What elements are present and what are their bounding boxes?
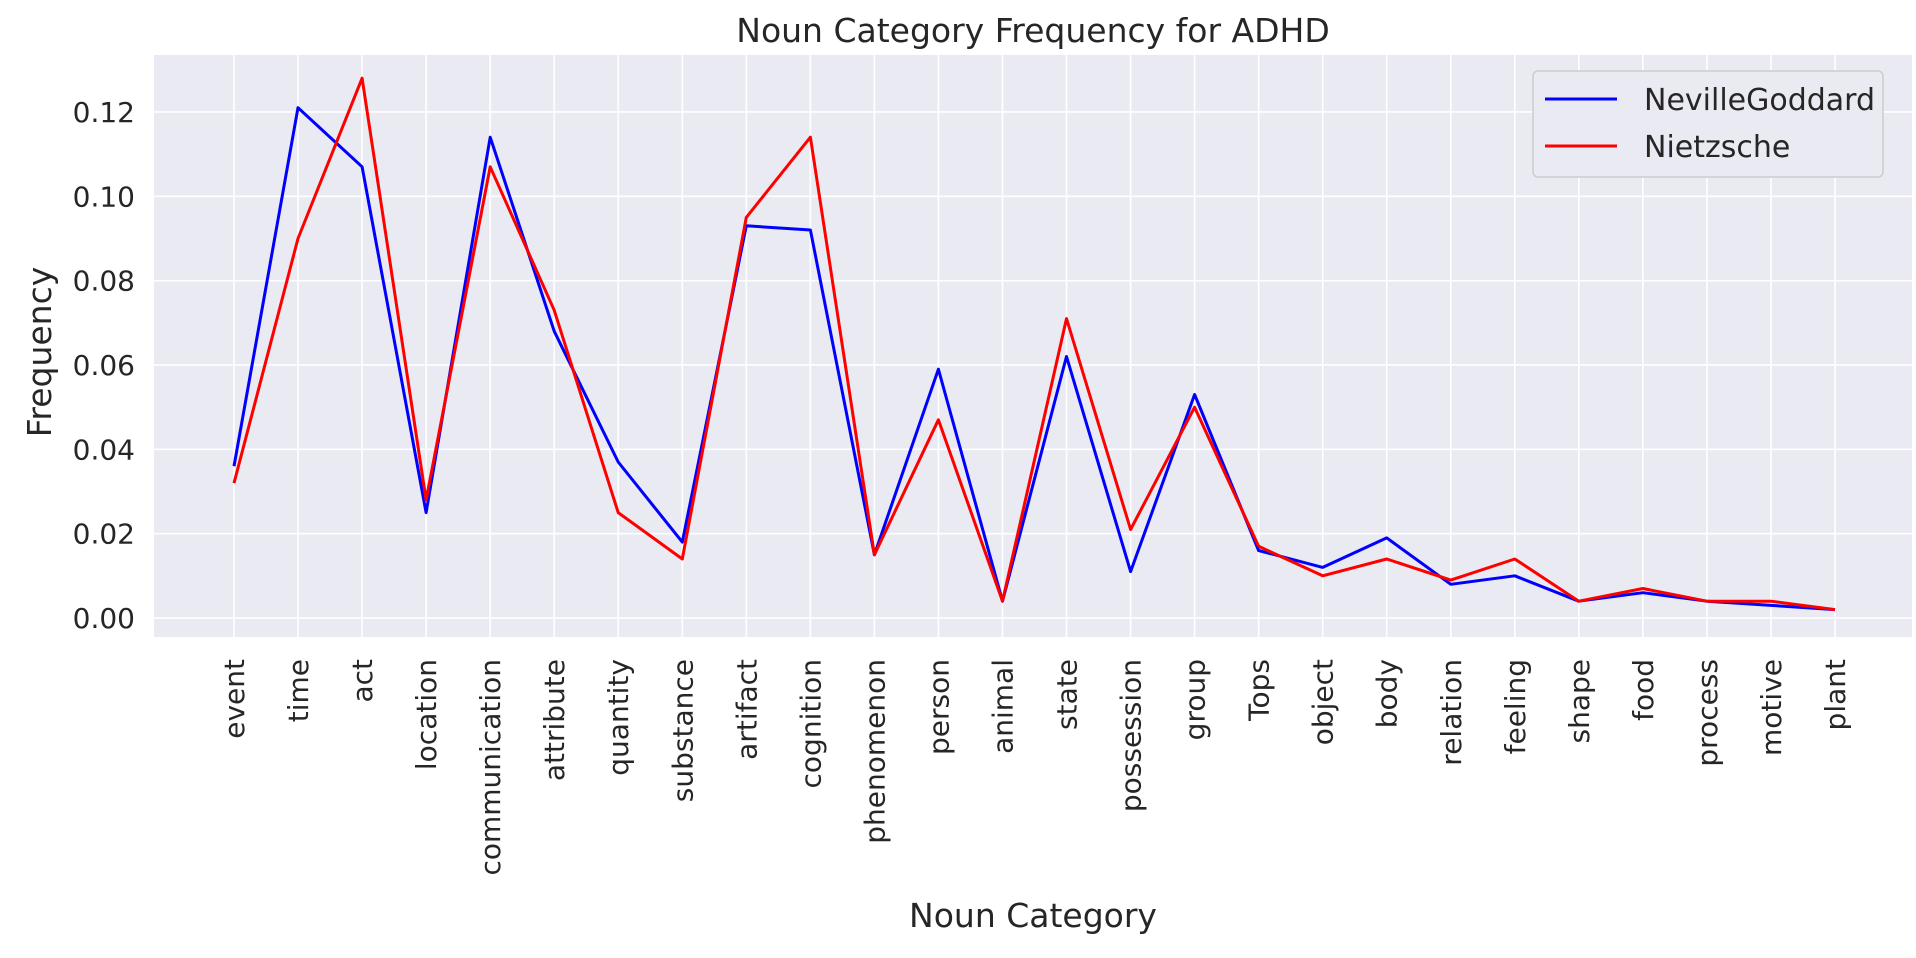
series-line-nevillegoddard: [232, 106, 1836, 612]
legend-label-nevillegoddard: NevilleGoddard: [1644, 83, 1875, 118]
x-tick-label: cognition: [794, 659, 827, 788]
y-tick-label: 0.06: [73, 349, 135, 382]
x-tick-label: relation: [1435, 659, 1468, 766]
series-line-nietzsche: [232, 76, 1836, 612]
y-tick-label: 0.08: [73, 265, 135, 298]
x-axis-label: Noun Category: [909, 896, 1157, 935]
x-tick-label: act: [346, 659, 379, 703]
x-tick-label: artifact: [730, 659, 763, 760]
x-tick-label: motive: [1755, 659, 1788, 756]
y-tick-label: 0.12: [73, 96, 135, 129]
x-tick-label: location: [410, 659, 443, 770]
x-tick-label: shape: [1563, 659, 1596, 744]
x-tick-label: phenomenon: [858, 659, 891, 844]
x-tick-label: person: [922, 659, 955, 755]
y-tick-label: 0.02: [73, 518, 135, 551]
x-tick-label: plant: [1819, 659, 1852, 730]
legend-box: [1532, 70, 1884, 178]
x-tick-label: event: [218, 659, 251, 739]
x-tick-label: time: [282, 659, 315, 722]
legend: NevilleGoddard Nietzsche: [1532, 70, 1884, 178]
x-tick-label: attribute: [538, 659, 571, 781]
x-tick-label: animal: [986, 659, 1019, 754]
x-tick-label: quantity: [602, 659, 635, 776]
x-tick-label: possession: [1115, 659, 1148, 812]
grid-lines: [154, 55, 1912, 637]
x-tick-label: food: [1627, 659, 1660, 721]
x-tick-label: Tops: [1243, 659, 1276, 722]
chart-title: Noun Category Frequency for ADHD: [736, 11, 1329, 50]
x-tick-label: group: [1179, 659, 1212, 740]
x-tick-label: communication: [474, 659, 507, 876]
y-tick-labels: 0.00 0.02 0.04 0.06 0.08 0.10 0.12: [73, 96, 135, 635]
x-tick-label: process: [1691, 659, 1724, 767]
y-tick-label: 0.00: [73, 602, 135, 635]
x-tick-label: state: [1051, 659, 1084, 730]
x-tick-label: body: [1371, 659, 1404, 728]
y-tick-label: 0.04: [73, 433, 135, 466]
x-tick-label: object: [1307, 659, 1340, 745]
x-tick-labels: event time act location communication attribu…: [218, 659, 1852, 876]
y-tick-label: 0.10: [73, 180, 135, 213]
y-axis-label: Frequency: [20, 267, 59, 437]
series-lines: [232, 76, 1836, 612]
legend-label-nietzsche: Nietzsche: [1644, 130, 1790, 165]
x-tick-label: substance: [666, 659, 699, 802]
x-tick-label: feeling: [1499, 659, 1532, 754]
